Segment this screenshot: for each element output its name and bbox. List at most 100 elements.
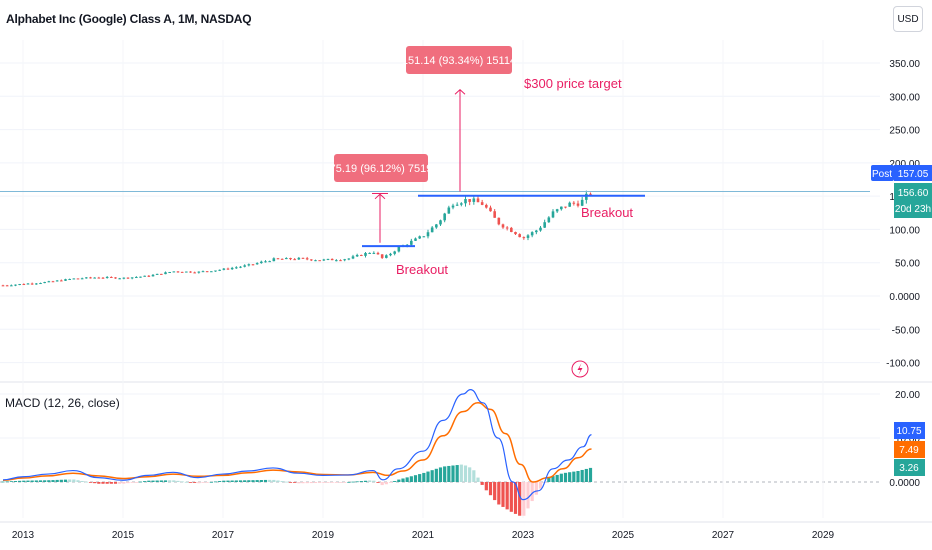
macd-histogram-bar xyxy=(109,482,113,484)
candle-body xyxy=(76,278,80,280)
macd-histogram-bar xyxy=(101,482,105,484)
candle-body xyxy=(176,271,180,273)
candle-body xyxy=(335,260,338,262)
macd-histogram-bar xyxy=(293,482,297,483)
macd-histogram-bar xyxy=(288,482,293,483)
macd-histogram-bar xyxy=(443,466,447,482)
candle-body xyxy=(355,254,359,257)
macd-histogram-bar xyxy=(430,470,434,482)
candle-body xyxy=(201,271,205,273)
candle-body xyxy=(418,236,421,239)
macd-histogram-bar xyxy=(409,476,413,482)
candle-body xyxy=(214,270,217,272)
macd-histogram-bar xyxy=(38,480,43,482)
price-axis-tick: 200.00 xyxy=(889,159,920,170)
candle-body xyxy=(397,246,401,252)
candle-body xyxy=(272,258,276,262)
macd-histogram-bar xyxy=(51,480,55,482)
macd-histogram-bar xyxy=(343,482,347,483)
macd-histogram-bar xyxy=(34,480,38,482)
candle-body xyxy=(276,258,280,260)
candle-body xyxy=(339,260,342,262)
candle-body xyxy=(468,199,471,202)
candle-body xyxy=(410,240,413,245)
candle-body xyxy=(430,227,434,233)
macd-histogram-bar xyxy=(305,482,309,484)
candle-body xyxy=(130,277,134,279)
time-axis-label: 2023 xyxy=(512,530,535,541)
candle-body xyxy=(564,206,567,208)
candle-body xyxy=(351,256,355,259)
candle-body xyxy=(139,276,142,278)
time-axis-label: 2013 xyxy=(12,530,35,541)
candle-body xyxy=(330,258,334,261)
macd-histogram-bar xyxy=(226,480,230,482)
macd-histogram-bar xyxy=(80,480,84,482)
price-axis-tick: 0.0000 xyxy=(889,292,920,303)
macd-histogram-bar xyxy=(380,482,384,486)
candle-body xyxy=(10,285,13,287)
macd-histogram-bar xyxy=(268,479,272,482)
macd-histogram-bar xyxy=(22,480,26,482)
macd-histogram-bar xyxy=(363,480,368,482)
candle-body xyxy=(160,273,163,275)
macd-histogram-bar xyxy=(447,465,451,482)
macd-histogram-bar xyxy=(59,479,63,482)
macd-histogram-bar xyxy=(568,472,572,482)
candle-body xyxy=(293,259,296,261)
macd-histogram-bar xyxy=(222,480,226,482)
macd-histogram-bar xyxy=(1,481,5,483)
candle-body xyxy=(68,278,71,280)
candle-body xyxy=(185,271,188,273)
lightning-glyph xyxy=(577,363,583,375)
signal-value-badge xyxy=(894,441,925,458)
candle-body xyxy=(530,232,534,236)
macd-histogram-bar xyxy=(193,482,197,483)
macd-histogram-bar xyxy=(413,475,418,482)
macd-histogram-bar xyxy=(47,480,51,482)
candle-body xyxy=(472,198,476,202)
candle-body xyxy=(226,268,230,270)
candle-body xyxy=(60,280,63,282)
candle-body xyxy=(18,284,21,286)
candle-body xyxy=(414,238,417,241)
candle-body xyxy=(489,207,492,212)
macd-histogram-bar xyxy=(26,480,30,482)
macd-histogram-bar xyxy=(284,481,288,483)
macd-histogram-bar xyxy=(9,481,13,482)
candle-body xyxy=(147,275,151,277)
macd-histogram-bar xyxy=(313,482,318,484)
last-price-badge xyxy=(894,183,932,218)
macd-histogram-bar xyxy=(234,480,238,482)
macd-histogram-bar xyxy=(113,482,118,484)
macd-histogram-bar xyxy=(455,465,459,482)
macd-histogram-bar xyxy=(576,471,580,482)
macd-histogram-bar xyxy=(463,465,468,482)
candle-body xyxy=(576,203,580,206)
candle-body xyxy=(51,281,55,283)
candle-body xyxy=(343,259,346,261)
candle-body xyxy=(580,199,584,206)
candle-body xyxy=(247,264,251,266)
macd-histogram-bar xyxy=(188,482,193,483)
macd-histogram-bar xyxy=(330,482,334,483)
candle-body xyxy=(143,275,146,277)
macd-histogram-bar xyxy=(497,482,501,505)
macd-histogram-bar xyxy=(159,480,163,482)
time-axis-label: 2025 xyxy=(612,530,635,541)
macd-histogram-bar xyxy=(76,480,80,482)
macd-histogram-bar xyxy=(513,482,518,514)
macd-histogram-bar xyxy=(230,480,234,482)
macd-histogram-bar xyxy=(376,482,380,483)
candle-body xyxy=(43,282,46,284)
candle-body xyxy=(189,271,192,273)
macd-histogram-bar xyxy=(272,479,276,482)
macd-histogram-bar xyxy=(197,482,201,484)
macd-histogram-bar xyxy=(147,480,151,482)
currency-button[interactable]: USD xyxy=(893,6,923,32)
macd-histogram-bar xyxy=(584,468,588,482)
macd-indicator-label[interactable]: MACD (12, 26, close) xyxy=(5,396,120,410)
candle-body xyxy=(180,271,184,273)
candle-body xyxy=(476,198,480,203)
